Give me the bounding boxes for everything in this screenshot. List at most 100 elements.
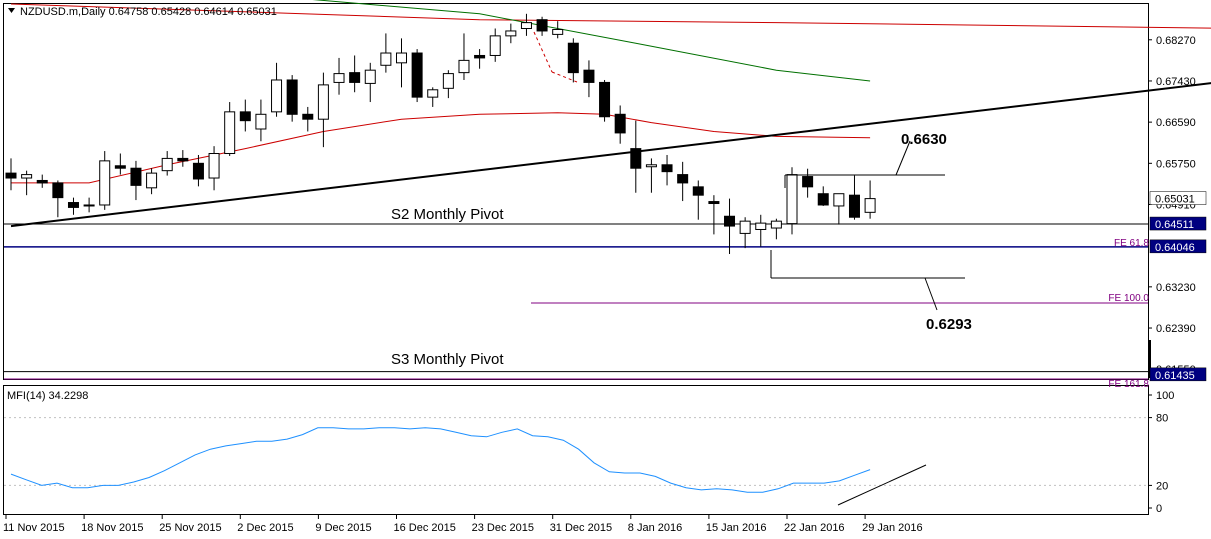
candle[interactable] [692,180,704,220]
candle[interactable] [302,106,314,132]
candle[interactable] [52,180,64,218]
level-lines [4,223,1148,380]
dropdown-triangle-icon[interactable] [8,8,15,13]
candle-body [427,89,439,98]
candle[interactable] [161,151,173,176]
candle[interactable] [817,186,829,206]
candle[interactable] [286,75,298,122]
candle-body [817,193,829,206]
price-tag-value: 0.64511 [1155,219,1194,231]
candle[interactable] [239,99,251,132]
candle[interactable] [645,158,657,193]
candle[interactable] [833,193,845,225]
price-label: 0.62390 [1156,323,1196,335]
candle[interactable] [442,70,454,99]
candle-body [271,79,283,113]
ma-green-long-line [312,0,871,82]
mfi-level-label: 0 [1156,503,1162,515]
candle-body [364,69,376,84]
target-low-pointer [924,277,938,311]
candle-body [724,215,736,227]
candle-body [833,193,845,207]
candle[interactable] [724,198,736,254]
candle-body [770,220,782,229]
mfi-line [10,427,871,493]
candle[interactable] [21,170,33,196]
price-label: 0.63230 [1156,282,1196,294]
candle[interactable] [848,175,860,220]
dotted-projection-line-2 [551,71,578,83]
candle[interactable] [255,99,267,142]
candle[interactable] [317,72,329,148]
candle-body [349,72,361,83]
candle[interactable] [552,21,564,39]
candle-body [614,113,626,134]
candle-body [802,176,814,188]
mfi-header: MFI(14) 34.2298 [7,390,88,402]
candle[interactable] [411,49,423,103]
candle[interactable] [271,62,283,117]
mfi-trend-line [837,464,927,506]
candle[interactable] [364,62,376,103]
candle[interactable] [114,153,126,175]
time-label: 31 Dec 2015 [550,522,612,534]
fe-61-8-label: FE 61.8 [1114,238,1149,249]
candle[interactable] [708,195,720,235]
candle-body [380,52,392,66]
s3-monthly-pivot-label: S3 Monthly Pivot [391,351,504,368]
candle[interactable] [427,87,439,107]
candle[interactable] [349,55,361,93]
candle[interactable] [130,160,142,201]
candle[interactable] [864,180,876,219]
candle[interactable] [677,161,689,202]
candle[interactable] [83,197,95,213]
candle[interactable] [489,28,501,62]
candle-body [567,42,579,74]
target-high-pointer [895,140,911,176]
candle[interactable] [333,57,345,95]
candle[interactable] [739,217,751,249]
candle[interactable] [630,120,642,193]
candle[interactable] [99,151,111,210]
fe-161-8-label: FE 161.8 [1108,379,1149,390]
candle[interactable] [208,146,220,191]
mfi-level-label: 20 [1156,480,1168,492]
candle-body [99,160,111,206]
candle[interactable] [567,38,579,83]
candle-body [708,201,720,205]
candle[interactable] [67,197,79,215]
candle[interactable] [177,150,189,167]
candle-body [239,111,251,122]
candle-body [317,84,329,120]
time-label: 22 Jan 2016 [784,522,845,534]
candle-body [146,172,158,189]
time-label: 9 Dec 2015 [315,522,371,534]
candle[interactable] [192,154,204,187]
candle[interactable] [146,168,158,195]
chart-header: NZDUSD.m,Daily 0.64758 0.65428 0.64614 0… [8,6,277,18]
candlesticks[interactable] [5,13,876,254]
candle[interactable] [396,38,407,88]
candle[interactable] [599,79,611,122]
candle[interactable] [458,33,470,80]
candle[interactable] [505,23,517,44]
candle[interactable] [802,168,814,198]
candle[interactable] [474,49,486,69]
candle[interactable] [583,60,595,98]
candle[interactable] [770,218,782,240]
candle[interactable] [36,174,48,188]
candle[interactable] [380,33,392,73]
mfi-level-label: 80 [1156,413,1168,425]
target-high-label: 0.6630 [901,131,947,148]
candle[interactable] [224,102,236,156]
candle[interactable] [661,154,673,186]
panel-frames [3,3,1149,515]
candle[interactable] [520,13,532,36]
candle[interactable] [614,105,626,144]
candle[interactable] [755,214,767,247]
price-label: 0.66590 [1156,117,1196,129]
time-label: 25 Nov 2015 [159,522,221,534]
time-label: 16 Dec 2015 [394,522,456,534]
candle[interactable] [536,16,548,36]
candle[interactable] [5,158,17,191]
